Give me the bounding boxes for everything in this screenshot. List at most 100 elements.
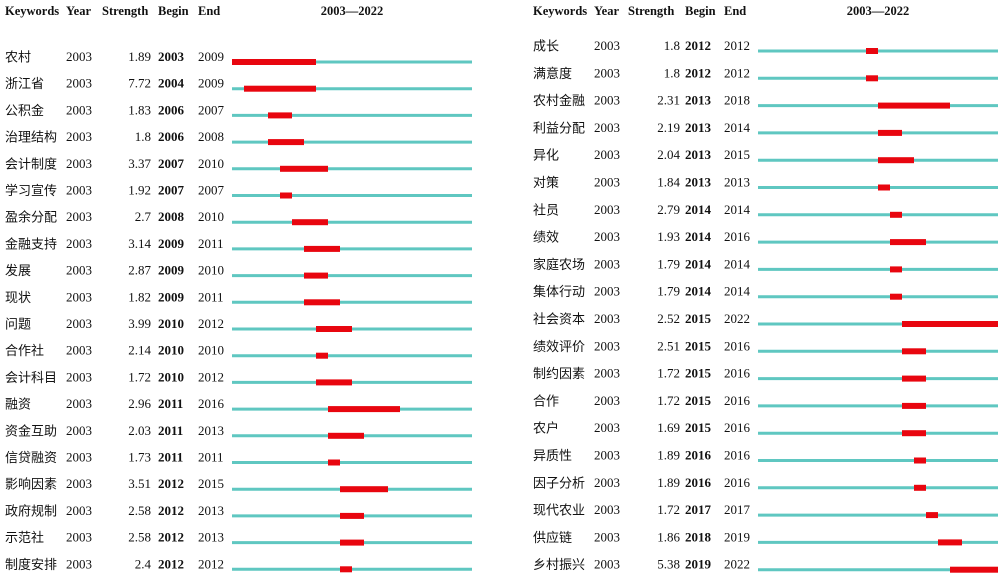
- strength: 3.99: [128, 316, 151, 331]
- end: 2014: [724, 120, 751, 135]
- strength: 1.89: [128, 49, 151, 64]
- burst-bar: [292, 219, 328, 226]
- end: 2015: [724, 147, 750, 162]
- strength: 2.7: [135, 209, 152, 224]
- begin: 2010: [158, 316, 184, 331]
- keyword: 金融支持: [5, 236, 57, 252]
- end: 2010: [198, 209, 224, 224]
- strength: 1.69: [657, 420, 680, 435]
- year: 2003: [594, 38, 620, 53]
- year: 2003: [66, 530, 92, 545]
- year: 2003: [66, 503, 92, 518]
- begin: 2015: [685, 393, 712, 408]
- strength: 1.72: [128, 369, 151, 384]
- burst-bar: [328, 459, 340, 466]
- burst-bar: [304, 299, 340, 306]
- burst-bar: [938, 539, 962, 546]
- end: 2016: [724, 229, 751, 244]
- begin: 2014: [685, 229, 712, 244]
- strength: 3.51: [128, 476, 151, 491]
- strength: 2.96: [128, 396, 151, 411]
- begin: 2012: [158, 556, 184, 571]
- year: 2003: [594, 174, 620, 189]
- strength: 2.31: [657, 93, 680, 108]
- burst-bar: [878, 102, 950, 109]
- end: 2013: [198, 503, 224, 518]
- burst-bar: [890, 211, 902, 218]
- strength: 1.8: [664, 65, 680, 80]
- begin: 2013: [685, 93, 712, 108]
- burst-bar: [890, 266, 902, 273]
- strength: 1.84: [657, 174, 680, 189]
- begin: 2015: [685, 420, 712, 435]
- strength: 2.58: [128, 503, 151, 518]
- end: 2014: [724, 284, 751, 299]
- burst-bar: [878, 129, 902, 136]
- keyword: 示范社: [5, 530, 44, 546]
- begin: 2009: [158, 289, 185, 304]
- keyword: 问题: [5, 318, 31, 333]
- begin: 2007: [158, 156, 185, 171]
- strength: 1.72: [657, 366, 680, 381]
- year: 2003: [66, 289, 92, 304]
- end: 2010: [198, 343, 224, 358]
- end: 2016: [198, 396, 225, 411]
- strength: 1.86: [657, 529, 680, 544]
- keyword: 异化: [533, 149, 559, 164]
- keyword: 信贷融资: [5, 451, 57, 466]
- begin: 2015: [685, 366, 712, 381]
- year: 2003: [594, 120, 620, 135]
- keyword: 利益分配: [533, 121, 585, 136]
- end: 2016: [724, 475, 751, 490]
- burst-bar: [902, 321, 998, 327]
- burst-bar: [866, 75, 878, 82]
- begin: 2006: [158, 102, 185, 117]
- strength: 2.52: [657, 311, 680, 326]
- year: 2003: [66, 343, 92, 358]
- keyword: 盈余分配: [5, 210, 57, 226]
- end: 2007: [198, 182, 225, 197]
- keyword: 满意度: [533, 66, 572, 82]
- keyword: 影响因素: [5, 477, 57, 493]
- strength: 2.58: [128, 530, 151, 545]
- year: 2003: [66, 449, 92, 464]
- strength: 1.89: [657, 475, 680, 490]
- keyword: 政府规制: [5, 504, 57, 519]
- burst-bar: [902, 348, 926, 355]
- begin: 2017: [685, 502, 712, 517]
- keyword: 绩效: [533, 231, 559, 246]
- begin: 2009: [158, 236, 185, 251]
- burst-bar: [878, 184, 890, 191]
- year: 2003: [66, 209, 92, 224]
- burst-bar: [866, 48, 878, 54]
- begin: 2010: [158, 343, 184, 358]
- keyword: 对策: [533, 175, 559, 191]
- end: 2016: [724, 393, 751, 408]
- end: 2008: [198, 129, 224, 144]
- strength: 1.8: [135, 129, 151, 144]
- burst-bar: [280, 165, 328, 172]
- begin: 2009: [158, 263, 185, 278]
- keyword: 会计科目: [5, 371, 57, 386]
- end: 2013: [198, 423, 224, 438]
- year: 2003: [66, 236, 92, 251]
- end: 2011: [198, 449, 224, 464]
- keyword: 学习宣传: [5, 183, 57, 199]
- column-header: Begin: [158, 4, 189, 18]
- burst-bar: [232, 59, 316, 65]
- burst-bar: [340, 486, 388, 493]
- year: 2003: [594, 147, 620, 162]
- keyword: 融资: [5, 398, 31, 413]
- column-header: End: [724, 4, 746, 18]
- end: 2014: [724, 256, 751, 271]
- end: 2022: [724, 311, 750, 326]
- year: 2003: [594, 229, 620, 244]
- burst-bar: [878, 157, 914, 164]
- year: 2003: [66, 476, 92, 491]
- year: 2003: [594, 420, 620, 435]
- range-header: 2003—2022: [847, 4, 910, 18]
- end: 2016: [724, 420, 751, 435]
- keyword: 社会资本: [533, 312, 585, 328]
- range-header: 2003—2022: [321, 4, 384, 18]
- begin: 2003: [158, 49, 185, 64]
